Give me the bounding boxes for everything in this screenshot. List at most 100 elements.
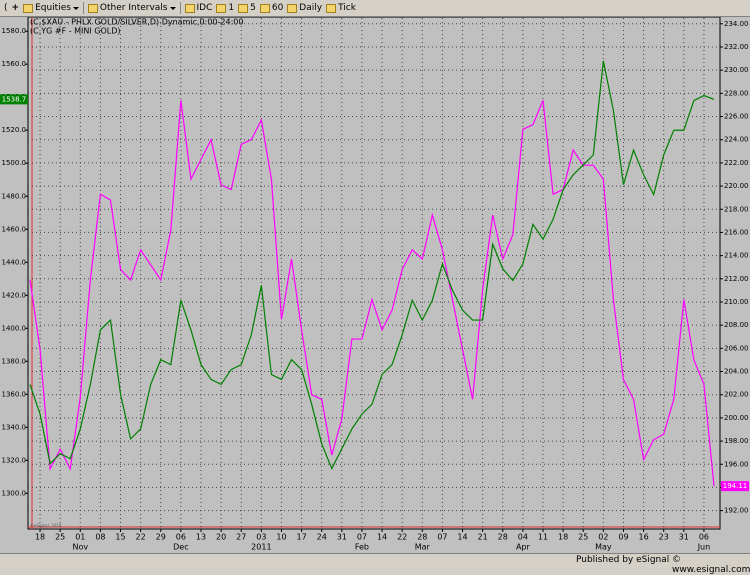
x-group-label: 2011 [251, 543, 271, 552]
y2-tick-label: 196.00 [724, 460, 749, 468]
x-tick-label: 25 [55, 533, 65, 542]
x-tick-label: 14 [457, 533, 467, 542]
toolbar-item[interactable]: 5 [238, 3, 256, 13]
x-tick-label: 28 [417, 533, 427, 542]
x-tick-label: 20 [216, 533, 226, 542]
toolbar-label: Tick [338, 3, 356, 13]
x-tick-label: 10 [276, 533, 286, 542]
x-tick-label: 11 [538, 533, 548, 542]
y-tick-label: 1400.0 [2, 324, 27, 332]
y2-tick-label: 232.00 [724, 43, 749, 51]
y-tick-label: 1580.0 [2, 27, 27, 35]
y2-tick-label: 230.00 [724, 66, 749, 74]
y2-tick-label: 226.00 [724, 113, 749, 121]
y2-tick-label: 198.00 [724, 437, 749, 445]
publisher: Published by eSignal [576, 555, 670, 565]
x-tick-label: 22 [397, 533, 407, 542]
x-tick-label: 17 [296, 533, 306, 542]
x-tick-label: 29 [156, 533, 166, 542]
y2-tick-label: 192.00 [724, 507, 749, 515]
x-tick-label: 14 [377, 533, 387, 542]
toolbar-item[interactable]: Daily [287, 3, 322, 13]
site: © www.esignal.com [672, 555, 750, 575]
toolbar-item[interactable]: 1 [216, 3, 234, 13]
y2-tick-label: 212.00 [724, 275, 749, 283]
x-tick-label: 07 [357, 533, 367, 542]
series-line [29, 100, 715, 487]
y2-tick-label: 206.00 [724, 344, 749, 352]
x-tick-label: 07 [437, 533, 447, 542]
toolbar-label: 60 [271, 3, 284, 13]
last-value-tag [0, 94, 28, 105]
x-tick-label: 21 [478, 533, 488, 542]
x-tick-label: 28 [498, 533, 508, 542]
x-tick-label: 03 [256, 533, 266, 542]
last-value-label: 194.11 [723, 482, 748, 490]
x-tick-label: 31 [337, 533, 347, 542]
x-tick-label: 06 [699, 533, 709, 542]
toolbar-item[interactable]: ( [4, 3, 8, 13]
y2-tick-label: 202.00 [724, 391, 749, 399]
y-tick-label: 1320.0 [2, 456, 27, 464]
x-group-label: Apr [516, 543, 531, 552]
y2-tick-label: 234.00 [724, 20, 749, 28]
y-tick-label: 1500.0 [2, 159, 27, 167]
x-tick-label: 31 [679, 533, 689, 542]
chart: ©eSignal, 2010 (C,$XAU - PHLX GOLD/SILVE… [0, 17, 750, 553]
x-tick-label: 23 [659, 533, 669, 542]
y2-tick-label: 228.00 [724, 89, 749, 97]
x-group-label: Dec [173, 543, 188, 552]
x-tick-label: 01 [75, 533, 85, 542]
x-group-label: Jun [697, 543, 711, 552]
y2-tick-label: 200.00 [724, 414, 749, 422]
y2-tick-label: 220.00 [724, 182, 749, 190]
x-tick-label: 15 [115, 533, 125, 542]
last-value-tag [721, 481, 749, 492]
x-tick-label: 02 [598, 533, 608, 542]
x-tick-label: 16 [638, 533, 648, 542]
x-tick-label: 18 [558, 533, 568, 542]
y-tick-label: 1480.0 [2, 192, 27, 200]
last-value-label: 1538.7 [2, 95, 27, 103]
y2-tick-label: 216.00 [724, 228, 749, 236]
x-group-label: Nov [72, 543, 88, 552]
x-tick-label: 25 [578, 533, 588, 542]
toolbar-label: 5 [250, 3, 256, 13]
toolbar: ( + Equities Other Intervals IDC 1 5 60 … [0, 0, 750, 17]
x-tick-label: 08 [95, 533, 105, 542]
legend-entry: (C,YG #F - MINI GOLD) [30, 27, 121, 36]
toolbar-label: IDC [196, 3, 213, 13]
y-tick-label: 1520.0 [2, 126, 27, 134]
y2-tick-label: 214.00 [724, 252, 749, 260]
toolbar-item[interactable]: 60 [259, 3, 284, 13]
plot-area [27, 17, 721, 530]
y-tick-label: 1420.0 [2, 291, 27, 299]
x-tick-label: 24 [317, 533, 327, 542]
x-group-label: May [595, 543, 612, 552]
toolbar-item[interactable]: Equities [23, 3, 79, 13]
toolbar-item[interactable]: IDC [184, 3, 213, 13]
x-tick-label: 06 [176, 533, 186, 542]
y-tick-label: 1460.0 [2, 225, 27, 233]
y2-tick-label: 218.00 [724, 205, 749, 213]
x-tick-label: 13 [196, 533, 206, 542]
x-group-label: Mar [415, 543, 431, 552]
y-tick-label: 1380.0 [2, 357, 27, 365]
x-tick-label: 18 [35, 533, 45, 542]
x-tick-label: 04 [518, 533, 528, 542]
x-tick-label: 27 [236, 533, 246, 542]
y2-tick-label: 222.00 [724, 159, 749, 167]
toolbar-item[interactable]: + [11, 3, 20, 13]
toolbar-item[interactable]: Tick [326, 3, 356, 13]
y2-tick-label: 208.00 [724, 321, 749, 329]
x-group-label: Feb [355, 543, 369, 552]
legend-entry: (C,$XAU - PHLX GOLD/SILVER,D) Dynamic,0:… [30, 18, 243, 27]
toolbar-label: Daily [299, 3, 323, 13]
series-line [29, 60, 715, 471]
y2-tick-label: 210.00 [724, 298, 749, 306]
x-tick-label: 09 [618, 533, 628, 542]
y-tick-label: 1560.0 [2, 60, 27, 68]
y2-tick-label: 224.00 [724, 136, 749, 144]
footnote: ©eSignal, 2010 [30, 523, 62, 528]
toolbar-item[interactable]: Other Intervals [87, 3, 176, 13]
